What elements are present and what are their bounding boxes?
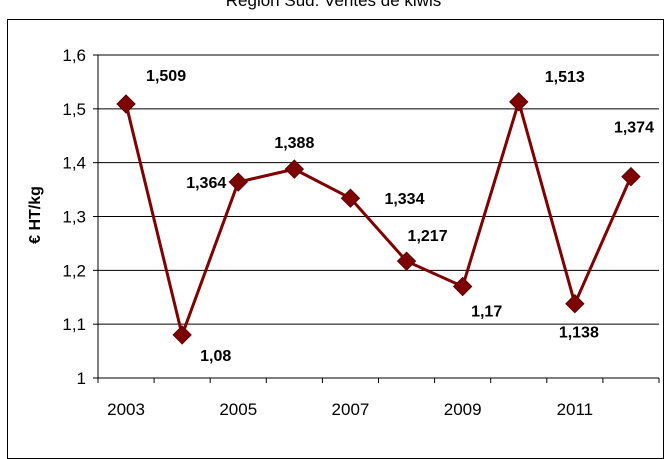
data-label: 1,513: [545, 69, 585, 86]
data-point: [565, 294, 585, 314]
data-point: [172, 325, 192, 345]
y-tick-label: 1,3: [62, 208, 86, 227]
data-point: [284, 159, 305, 179]
data-label: 1,217: [408, 228, 448, 245]
data-point: [509, 92, 529, 112]
data-label: 1,374: [614, 120, 654, 137]
grid-lines: [98, 54, 659, 325]
data-label: 1,334: [384, 191, 424, 208]
data-labels: 1,509 1,08 1,364 1,388 1,334 1,217 1,17 1,513 1,…: [146, 68, 654, 365]
data-label: 1,509: [146, 68, 186, 85]
data-label: 1,364: [186, 175, 226, 192]
y-axis-label: € HT/kg: [27, 186, 44, 244]
data-point: [621, 166, 641, 187]
tick-labels: 1 1,1 1,2 1,3 1,4 1,5 1,6 2003 2005 2007 2009 2011: [62, 46, 593, 419]
x-tick-label: 2011: [557, 400, 594, 419]
x-tick-label: 2003: [107, 400, 145, 419]
data-label: 1,138: [559, 325, 599, 342]
data-point: [396, 251, 417, 271]
data-label: 1,17: [471, 303, 502, 320]
data-label: 1,08: [200, 348, 231, 365]
data-series: [116, 92, 641, 345]
chart-title: Région Sud: Ventes de kiwis: [225, 0, 442, 10]
y-tick-label: 1,4: [62, 154, 86, 173]
y-tick-label: 1,5: [62, 100, 86, 119]
data-point: [228, 172, 248, 192]
data-point: [340, 188, 361, 208]
y-tick-label: 1: [77, 369, 86, 388]
x-tick-label: 2007: [332, 400, 370, 419]
x-tick-label: 2005: [219, 400, 257, 419]
data-point: [116, 94, 136, 114]
data-point: [452, 276, 473, 297]
y-tick-label: 1,1: [62, 315, 86, 334]
x-tick-label: 2009: [444, 400, 482, 419]
series-line: [124, 96, 633, 341]
y-tick-label: 1,2: [62, 261, 86, 280]
axes: [93, 54, 660, 383]
data-label: 1,388: [274, 135, 314, 152]
y-tick-label: 1,6: [62, 46, 86, 65]
